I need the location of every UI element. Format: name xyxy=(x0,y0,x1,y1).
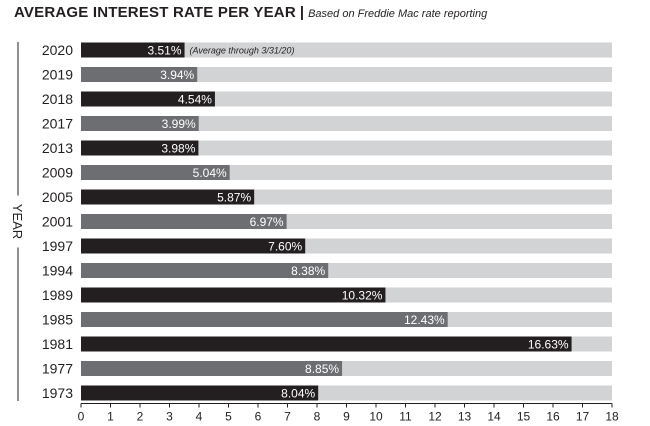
x-tick-label: 1 xyxy=(107,410,114,424)
bar-track xyxy=(81,116,612,131)
x-tick-label: 17 xyxy=(576,410,590,424)
data-label: 3.98% xyxy=(161,142,195,156)
chart-subtitle: Based on Freddie Mac rate reporting xyxy=(308,8,488,20)
data-label: 3.51% xyxy=(148,44,182,58)
category-label: 1989 xyxy=(42,287,73,303)
data-label: 5.04% xyxy=(193,166,227,180)
category-label: 2017 xyxy=(42,116,73,132)
data-label: 6.97% xyxy=(250,215,284,229)
bar xyxy=(81,238,306,254)
data-label: 7.60% xyxy=(268,240,302,254)
x-tick-label: 2 xyxy=(137,410,144,424)
category-label: 1973 xyxy=(42,385,73,401)
data-label: 3.94% xyxy=(160,68,194,82)
annotation: (Average through 3/31/20) xyxy=(190,46,295,56)
category-label: 2009 xyxy=(42,165,73,181)
bar xyxy=(81,312,448,327)
category-label: 1985 xyxy=(42,312,73,328)
x-tick-label: 4 xyxy=(196,410,203,424)
y-axis-title: YEAR xyxy=(10,204,25,239)
bar xyxy=(81,116,199,131)
x-tick-label: 6 xyxy=(255,410,262,424)
bar-track xyxy=(81,67,612,82)
bar-track xyxy=(81,140,612,156)
data-label: 8.85% xyxy=(305,362,339,376)
data-label: 16.63% xyxy=(528,338,569,352)
bar xyxy=(81,361,343,376)
x-tick-label: 18 xyxy=(605,410,619,424)
data-label: 12.43% xyxy=(404,313,445,327)
title-separator: | xyxy=(299,4,305,21)
category-label: 1997 xyxy=(42,238,73,254)
x-tick-label: 13 xyxy=(458,410,472,424)
x-tick-label: 12 xyxy=(428,410,442,424)
bar xyxy=(81,263,329,278)
category-label: 2001 xyxy=(42,214,73,230)
bar xyxy=(81,385,319,401)
data-label: 10.32% xyxy=(342,289,383,303)
bar xyxy=(81,287,386,303)
x-tick-label: 14 xyxy=(487,410,501,424)
data-label: 5.87% xyxy=(217,191,251,205)
x-tick-label: 5 xyxy=(225,410,232,424)
x-tick-label: 10 xyxy=(369,410,383,424)
bar xyxy=(81,91,215,107)
bar xyxy=(81,165,230,180)
x-tick-label: 11 xyxy=(399,410,412,424)
bar-track xyxy=(81,42,612,58)
data-label: 4.54% xyxy=(178,93,212,107)
data-label: 3.99% xyxy=(162,117,196,131)
category-label: 2019 xyxy=(42,67,73,83)
bar xyxy=(81,336,572,352)
x-tick-label: 15 xyxy=(517,410,531,424)
x-tick-label: 7 xyxy=(284,410,291,424)
x-tick-label: 3 xyxy=(166,410,173,424)
x-tick-label: 16 xyxy=(546,410,560,424)
category-label: 2005 xyxy=(42,189,73,205)
bar xyxy=(81,67,198,82)
category-label: 1977 xyxy=(42,361,73,377)
bar xyxy=(81,189,255,205)
category-label: 1981 xyxy=(42,336,73,352)
x-tick-label: 9 xyxy=(343,410,350,424)
bar xyxy=(81,42,185,58)
x-tick-label: 0 xyxy=(78,410,85,424)
bar xyxy=(81,214,287,229)
chart-title: AVERAGE INTEREST RATE PER YEAR xyxy=(14,4,296,21)
category-label: 2018 xyxy=(42,91,73,107)
data-label: 8.04% xyxy=(281,387,315,401)
bar xyxy=(81,140,199,156)
category-label: 2013 xyxy=(42,140,73,156)
data-label: 8.38% xyxy=(291,264,325,278)
category-label: 1994 xyxy=(42,263,73,279)
chart-header: AVERAGE INTEREST RATE PER YEAR | Based on … xyxy=(14,4,487,22)
x-tick-label: 8 xyxy=(314,410,321,424)
category-label: 2020 xyxy=(42,42,73,58)
